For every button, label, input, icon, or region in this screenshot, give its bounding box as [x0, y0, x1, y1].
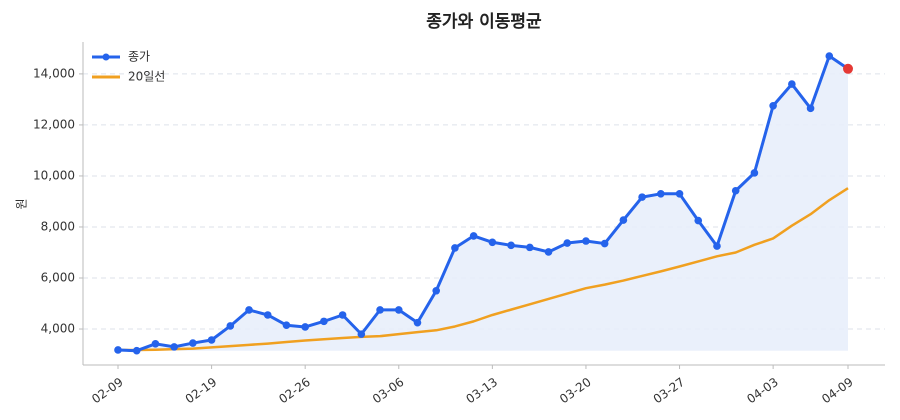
point — [189, 339, 197, 347]
point — [114, 346, 122, 354]
y-tick-label: 10,000 — [33, 168, 75, 182]
y-tick-label: 8,000 — [41, 219, 75, 233]
point — [713, 242, 721, 250]
point — [619, 216, 628, 224]
y-tick-label: 4,000 — [41, 322, 75, 336]
x-tick-label: 03-20 — [557, 375, 594, 406]
point — [582, 237, 590, 245]
point — [657, 190, 665, 198]
point — [638, 193, 646, 201]
x-tick-label: 03-06 — [370, 375, 407, 406]
point — [413, 318, 422, 327]
point — [507, 241, 515, 250]
point — [432, 286, 441, 295]
point — [170, 343, 178, 351]
point — [600, 239, 609, 248]
point — [488, 238, 497, 247]
y-axis-label: 원 — [15, 198, 29, 209]
point — [282, 321, 291, 329]
line — [117, 54, 849, 353]
point — [469, 232, 478, 240]
point — [750, 169, 759, 177]
y-tick-label: 14,000 — [33, 66, 75, 80]
x-tick-label: 02-19 — [183, 375, 220, 406]
x-tick-label: 04-09 — [819, 375, 856, 406]
x-tick-label: 03-13 — [463, 375, 500, 406]
point — [806, 104, 815, 113]
point — [320, 317, 328, 326]
point — [694, 216, 703, 225]
point — [132, 346, 141, 355]
point — [788, 80, 796, 88]
y-tick-label: 6,000 — [41, 270, 75, 284]
point — [731, 186, 740, 195]
x-tick-label: 02-09 — [89, 375, 126, 406]
point — [338, 311, 347, 319]
point — [394, 306, 403, 314]
point — [451, 244, 459, 252]
point — [226, 322, 235, 330]
x-tick-label: 04-03 — [744, 375, 781, 406]
point — [563, 239, 572, 247]
y-tick-label: 12,000 — [33, 117, 75, 131]
point — [263, 311, 272, 319]
legend-label: 종가 — [128, 50, 150, 64]
line — [118, 187, 849, 352]
point — [151, 340, 160, 348]
x-tick-label: 02-26 — [276, 375, 313, 406]
chart-title: 종가와 이동평균 — [426, 12, 542, 32]
x-tick-label: 03-27 — [651, 375, 688, 406]
point — [207, 336, 216, 344]
point — [544, 248, 553, 256]
point — [357, 330, 366, 338]
legend-label: 20일선 — [128, 70, 165, 84]
point — [245, 306, 253, 314]
last-point — [843, 63, 853, 74]
point — [376, 306, 384, 314]
area-fill — [118, 56, 848, 351]
legend-marker — [102, 53, 110, 61]
point — [675, 190, 684, 198]
point — [525, 243, 534, 252]
point — [769, 101, 777, 110]
point — [301, 323, 309, 331]
point — [825, 52, 834, 60]
